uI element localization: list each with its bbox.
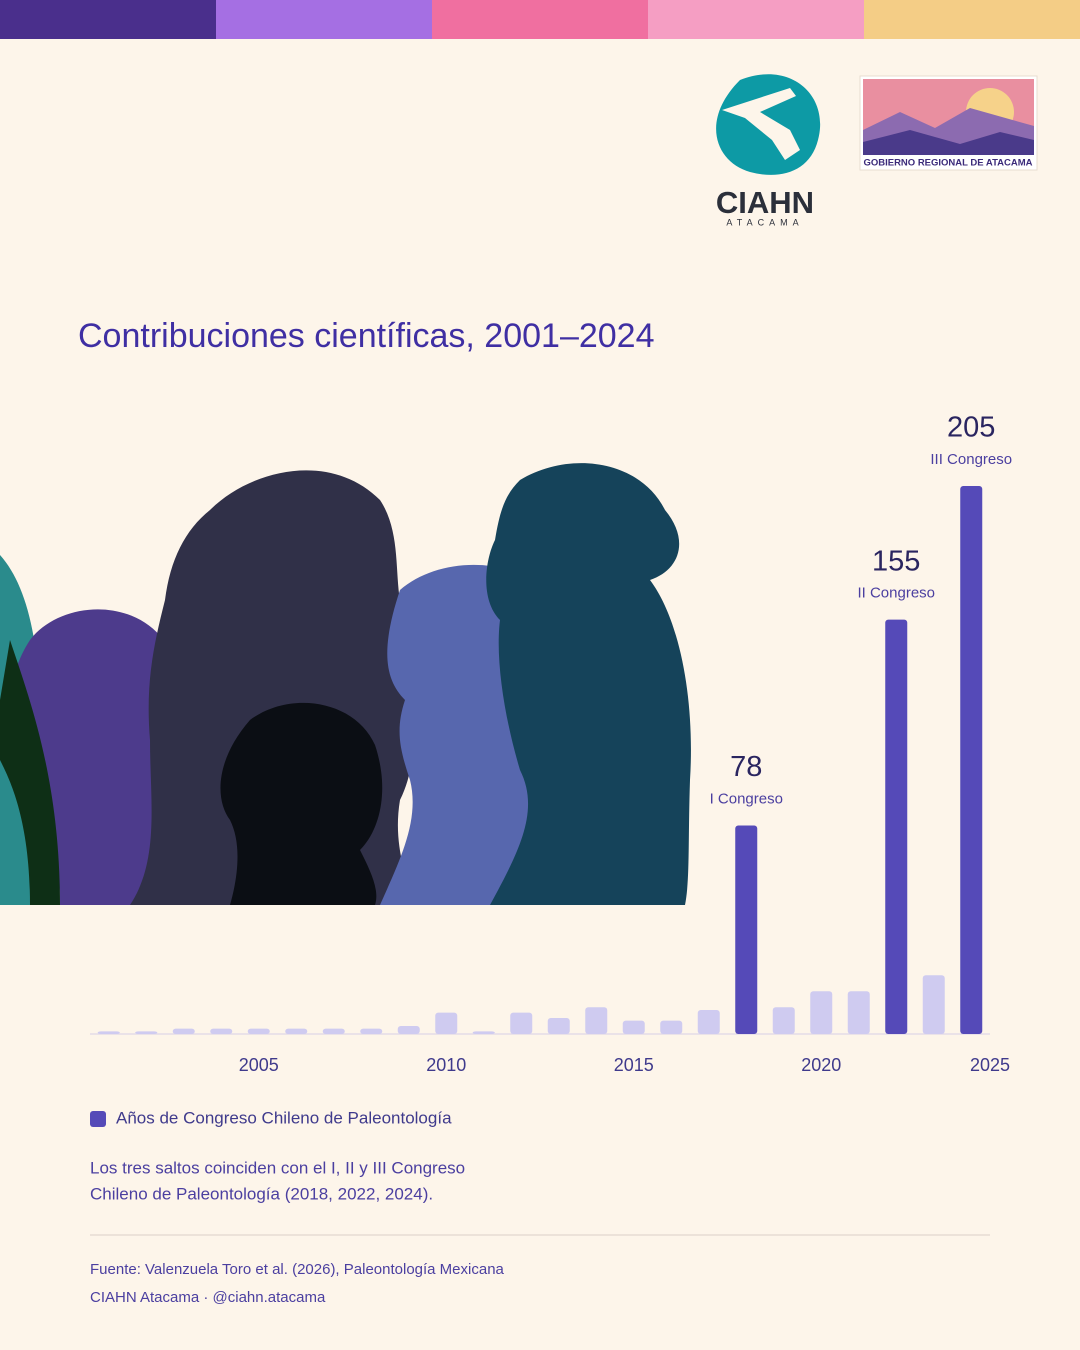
legend-swatch xyxy=(90,1111,106,1127)
bar xyxy=(435,1012,458,1034)
strip-segment xyxy=(0,0,216,39)
bar xyxy=(772,1007,795,1034)
partner-logo: GOBIERNO REGIONAL DE ATACAMA xyxy=(859,75,1038,171)
x-tick-label: 2005 xyxy=(239,1055,279,1075)
logo-skull xyxy=(722,88,800,160)
value-label: 155 xyxy=(872,545,920,577)
bar xyxy=(885,619,908,1034)
top-strip xyxy=(0,0,1080,39)
credit: CIAHN Atacama · @ciahn.atacama xyxy=(90,1289,326,1306)
bar xyxy=(135,1031,158,1034)
strip-segment xyxy=(432,0,648,39)
bar xyxy=(397,1025,420,1034)
x-tick-label: 2010 xyxy=(426,1055,466,1075)
partner-hills xyxy=(863,130,1034,155)
bar xyxy=(172,1028,195,1034)
bar xyxy=(285,1028,308,1034)
annotation: III Congreso xyxy=(930,451,1012,468)
value-label: 78 xyxy=(730,751,762,783)
x-tick-label: 2025 xyxy=(970,1055,1010,1075)
legend-label: Años de Congreso Chileno de Paleontologí… xyxy=(116,1108,452,1127)
bar xyxy=(922,975,945,1034)
silhouettes xyxy=(0,463,691,905)
x-tick-label: 2020 xyxy=(801,1055,841,1075)
bar xyxy=(322,1028,345,1034)
ciahn-logo: CIAHN ATACAMA xyxy=(716,74,821,227)
bar xyxy=(472,1031,495,1034)
strip-segment xyxy=(864,0,1080,39)
bar xyxy=(960,486,983,1034)
bar xyxy=(547,1017,570,1034)
logo-name: CIAHN xyxy=(716,185,814,220)
partner-name: GOBIERNO REGIONAL DE ATACAMA xyxy=(863,158,1032,169)
silhouette xyxy=(486,463,691,905)
annotation: I Congreso xyxy=(710,790,783,807)
bar xyxy=(697,1009,720,1034)
bar xyxy=(810,991,833,1034)
note-line: Chileno de Paleontología (2018, 2022, 20… xyxy=(90,1184,433,1203)
strip-segment xyxy=(216,0,432,39)
source: Fuente: Valenzuela Toro et al. (2026), P… xyxy=(90,1261,505,1278)
bar xyxy=(247,1028,270,1034)
bar xyxy=(847,991,870,1034)
chart-title: Contribuciones científicas, 2001–2024 xyxy=(78,317,655,355)
strip-segment xyxy=(648,0,864,39)
bar xyxy=(210,1028,233,1034)
bar xyxy=(660,1020,683,1034)
note-line: Los tres saltos coinciden con el I, II y… xyxy=(90,1158,465,1177)
silhouette xyxy=(220,702,383,905)
silhouette xyxy=(0,640,60,905)
annotation: II Congreso xyxy=(857,585,935,602)
logo-sub: ATACAMA xyxy=(726,217,803,227)
bar xyxy=(97,1031,120,1034)
bar xyxy=(510,1012,533,1034)
x-tick-label: 2015 xyxy=(614,1055,654,1075)
bar xyxy=(585,1007,608,1034)
bar xyxy=(735,825,758,1034)
value-label: 205 xyxy=(947,412,995,444)
bar xyxy=(360,1028,383,1034)
bar xyxy=(622,1020,645,1034)
